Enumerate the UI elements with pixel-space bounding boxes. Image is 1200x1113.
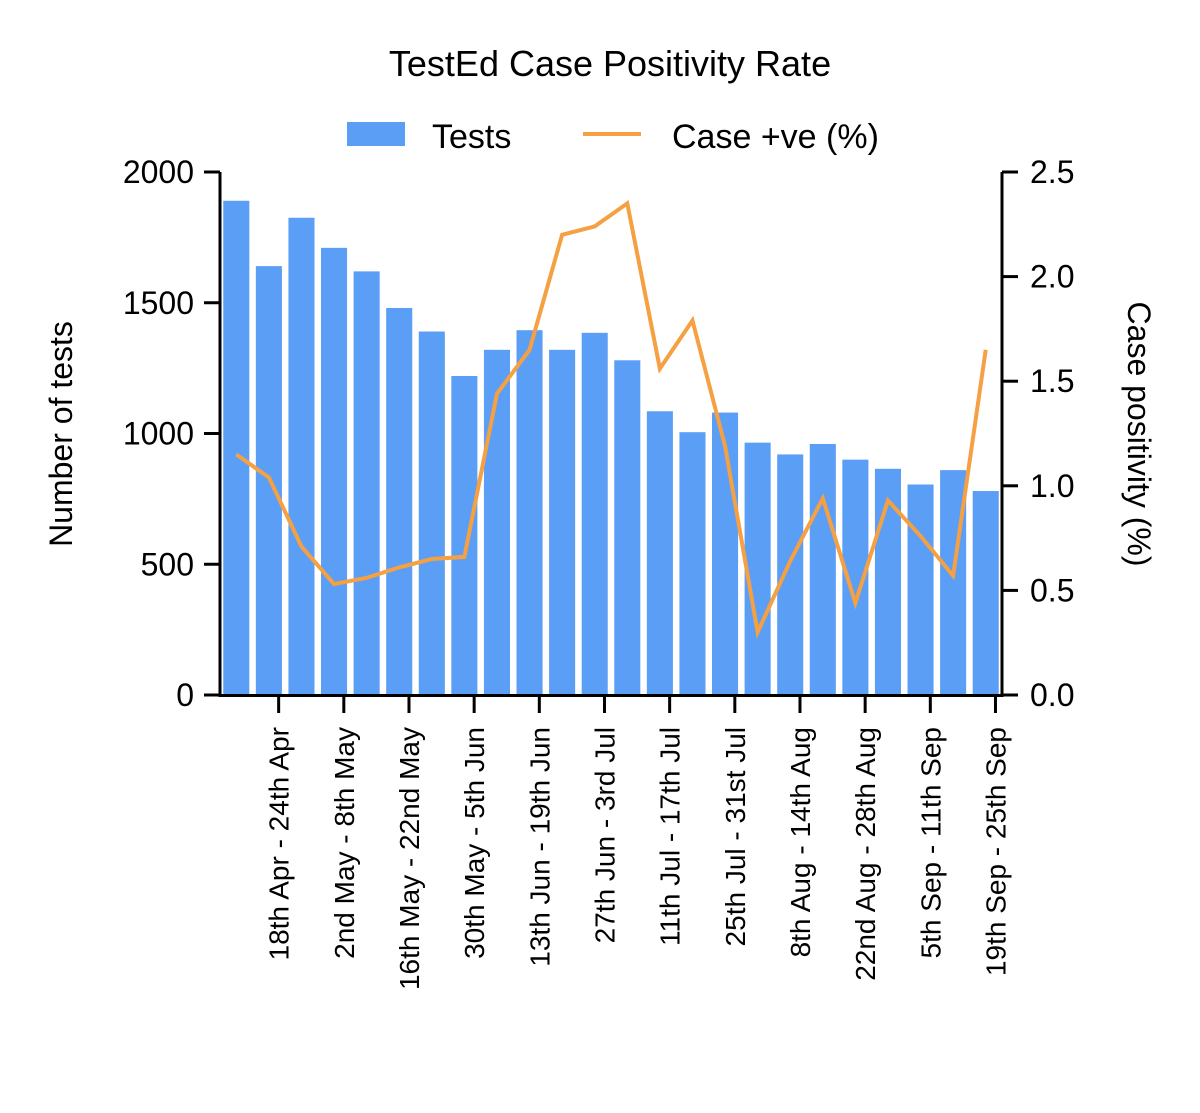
x-tick-label-6: 11th Jul - 17th Jul [655, 727, 686, 946]
bar-tests-17 [777, 454, 804, 695]
line-group [235, 199, 988, 639]
x-tick-label-8: 8th Aug - 14th Aug [785, 727, 816, 957]
y-right-tick-label-0: 0.0 [1030, 677, 1074, 713]
bar-tests-3 [321, 247, 348, 695]
bar-tests-6 [418, 331, 445, 695]
bar-tests-0 [223, 200, 250, 695]
bar-tests-18 [809, 443, 836, 695]
y-left-tick-label-3: 1500 [123, 285, 194, 321]
x-tick-label-0: 18th Apr - 24th Apr [264, 727, 295, 961]
y-left-ticks: 0 500 1000 1500 2000 [123, 154, 220, 713]
bar-tests-8 [483, 349, 510, 695]
y-left-tick-label-0: 0 [176, 677, 194, 713]
bar-tests-4 [353, 271, 380, 695]
x-tick-label-11: 19th Sep - 25th Sep [980, 727, 1011, 976]
bar-tests-14 [679, 432, 706, 695]
legend-label-tests: Tests [432, 118, 511, 156]
bar-tests-11 [581, 332, 608, 695]
bar-tests-5 [386, 307, 413, 695]
y-right-tick-label-3: 1.5 [1030, 363, 1074, 399]
y-left-tick-label-2: 1000 [123, 416, 194, 452]
bar-tests-12 [614, 360, 641, 695]
y-right-tick-label-2: 1.0 [1030, 468, 1074, 504]
line-case-positivity [235, 199, 988, 639]
x-tick-label-9: 22nd Aug - 28th Aug [850, 727, 881, 981]
bar-tests-21 [907, 484, 934, 695]
legend-swatch-tests [347, 122, 405, 146]
y-right-ticks: 0.0 0.5 1.0 1.5 2.0 2.5 [1002, 154, 1074, 713]
bar-tests-16 [744, 442, 771, 695]
y-left-tick-label-4: 2000 [123, 154, 194, 190]
bar-tests-9 [516, 330, 543, 695]
bar-tests-15 [712, 412, 739, 695]
y-left-tick-label-1: 500 [141, 546, 194, 582]
bar-tests-23 [972, 491, 999, 695]
x-tick-label-2: 16th May - 22nd May [394, 727, 425, 990]
y-right-tick-label-5: 2.5 [1030, 154, 1074, 190]
x-tick-label-4: 13th Jun - 19th Jun [524, 727, 555, 967]
x-ticks: 18th Apr - 24th Apr 2nd May - 8th May 16th… [264, 695, 1011, 990]
bar-tests-7 [451, 375, 478, 695]
y-right-tick-label-4: 2.0 [1030, 259, 1074, 295]
legend: Tests Case +ve (%) [347, 118, 879, 156]
chart-title: TestEd Case Positivity Rate [389, 43, 831, 84]
x-tick-label-3: 30th May - 5th Jun [459, 727, 490, 959]
bar-tests-13 [646, 411, 673, 695]
x-tick-label-5: 27th Jun - 3rd Jul [589, 727, 620, 943]
bars-group [223, 200, 999, 695]
bar-tests-2 [288, 217, 315, 695]
bar-tests-10 [549, 349, 576, 695]
x-tick-label-1: 2nd May - 8th May [329, 727, 360, 959]
y-axis-left-label: Number of tests [43, 321, 79, 547]
x-tick-label-7: 25th Jul - 31st Jul [720, 727, 751, 946]
legend-label-case-positivity: Case +ve (%) [672, 118, 879, 156]
x-tick-label-10: 5th Sep - 11th Sep [915, 727, 946, 958]
y-axis-right-label: Case positivity (%) [1121, 302, 1157, 567]
y-right-tick-label-1: 0.5 [1030, 572, 1074, 608]
